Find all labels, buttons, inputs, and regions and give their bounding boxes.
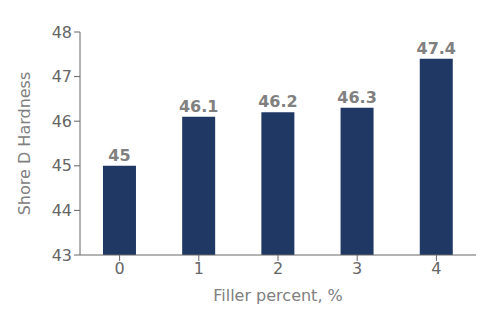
svg-text:46: 46 <box>52 112 72 131</box>
svg-text:46.2: 46.2 <box>258 92 297 111</box>
svg-text:3: 3 <box>352 259 362 278</box>
svg-text:43: 43 <box>52 246 72 265</box>
svg-text:48: 48 <box>52 23 72 42</box>
svg-text:47.4: 47.4 <box>417 39 456 58</box>
svg-text:45: 45 <box>108 146 130 165</box>
svg-text:47: 47 <box>52 67 72 86</box>
svg-text:1: 1 <box>194 259 204 278</box>
svg-text:44: 44 <box>52 201 72 220</box>
svg-text:2: 2 <box>273 259 283 278</box>
svg-text:46.1: 46.1 <box>179 97 218 116</box>
svg-text:46.3: 46.3 <box>337 88 376 107</box>
svg-text:45: 45 <box>52 156 72 175</box>
svg-text:Shore D Hardness: Shore D Hardness <box>15 72 34 216</box>
svg-text:0: 0 <box>115 259 125 278</box>
svg-text:4: 4 <box>431 259 441 278</box>
svg-text:Filler percent, %: Filler percent, % <box>213 286 343 305</box>
